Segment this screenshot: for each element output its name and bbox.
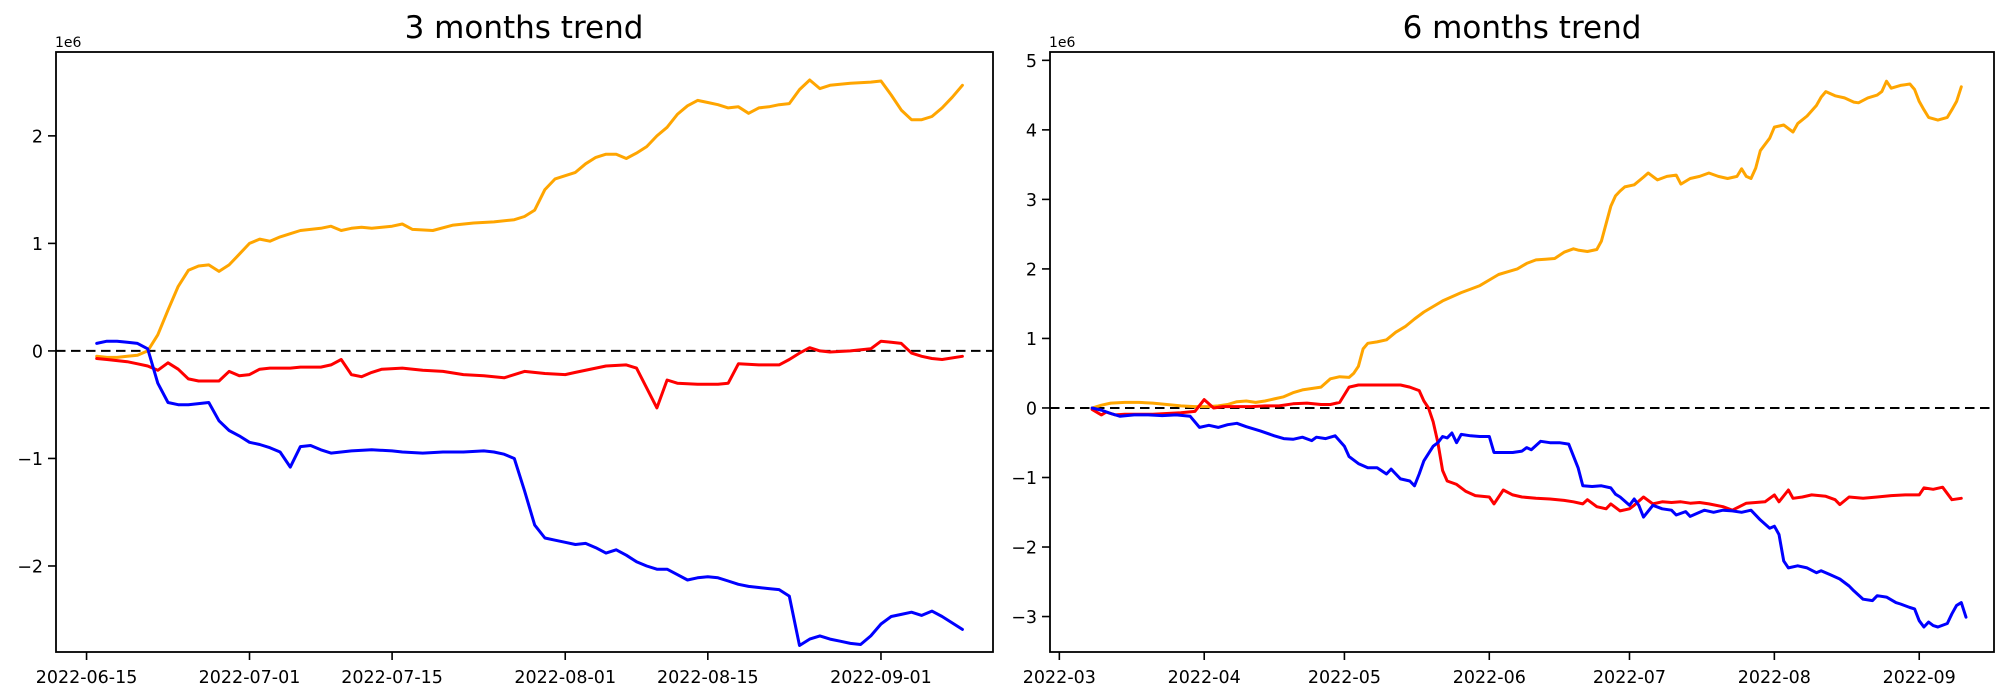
series-red-line [95, 339, 964, 410]
x-axis: 2022-06-15 2022-07-01 2022-07-15 2022-08-01… [36, 652, 932, 688]
series-blue-line [1090, 406, 1968, 629]
y-tick-label: 2 [1026, 260, 1037, 280]
series-orange-line [1090, 79, 1963, 410]
y-tick-label: 0 [1026, 399, 1037, 419]
y-axis-offset-label: 1e6 [55, 35, 82, 51]
y-tick-label: −1 [17, 450, 43, 470]
y-axis-offset-label: 1e6 [1049, 35, 1076, 51]
series-red-line [1090, 383, 1963, 513]
x-tick-label: 2022-09-01 [830, 668, 932, 688]
x-tick-label: 2022-07-01 [199, 668, 301, 688]
chart-title: 6 months trend [1403, 10, 1642, 46]
x-tick-label: 2022-09 [1883, 668, 1956, 688]
x-tick-label: 2022-08-01 [514, 668, 616, 688]
y-tick-label: 3 [1026, 191, 1037, 211]
y-tick-label: −3 [1011, 608, 1037, 628]
x-tick-label: 2022-07-15 [341, 668, 443, 688]
x-tick-label: 2022-05 [1308, 668, 1381, 688]
y-tick-label: 2 [32, 127, 43, 147]
chart-title: 3 months trend [405, 10, 644, 46]
x-tick-label: 2022-07 [1593, 668, 1666, 688]
x-tick-label: 2022-06 [1453, 668, 1526, 688]
x-tick-label: 2022-08-15 [657, 668, 759, 688]
y-tick-label: −2 [17, 557, 43, 577]
y-tick-label: 0 [32, 342, 43, 362]
x-axis: 2022-03 2022-04 2022-05 2022-06 2022-07 2022-… [1023, 652, 1956, 688]
series-orange-line [95, 78, 964, 359]
axes-border [1049, 51, 1995, 653]
axes-border [55, 51, 994, 653]
series-blue-line [95, 339, 964, 647]
y-tick-label: 1 [1026, 330, 1037, 350]
x-tick-label: 2022-06-15 [36, 668, 138, 688]
y-tick-label: 4 [1026, 121, 1037, 141]
y-axis: −2 −1 0 1 2 [17, 127, 56, 577]
y-axis: −3 −2 −1 0 1 2 3 4 5 [1011, 52, 1050, 628]
y-tick-label: 1 [32, 235, 43, 255]
y-tick-label: 5 [1026, 52, 1037, 72]
x-tick-label: 2022-03 [1023, 668, 1096, 688]
y-tick-label: −2 [1011, 539, 1037, 559]
y-tick-label: −1 [1011, 469, 1037, 489]
x-tick-label: 2022-08 [1738, 668, 1811, 688]
x-tick-label: 2022-04 [1168, 668, 1241, 688]
